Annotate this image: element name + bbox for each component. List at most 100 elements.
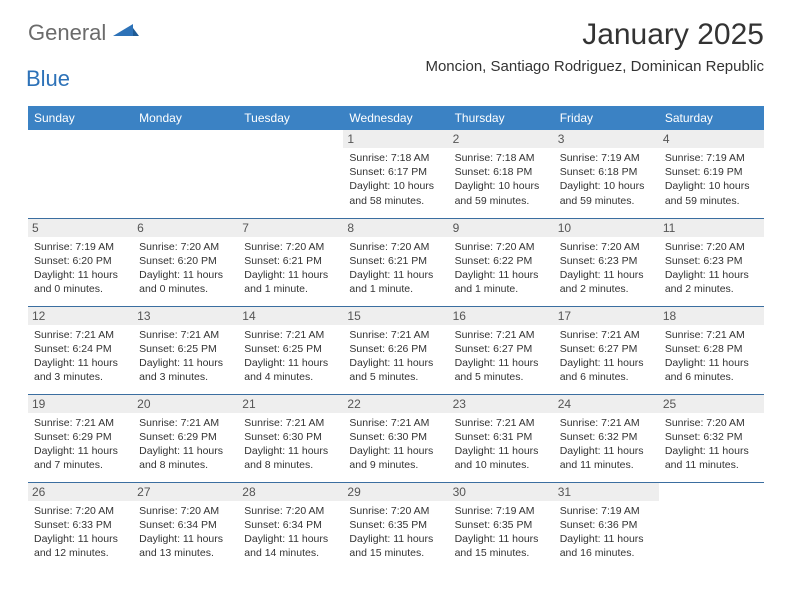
day-info: Sunrise: 7:20 AMSunset: 6:34 PMDaylight:… xyxy=(244,504,337,561)
calendar-day: 26 Sunrise: 7:20 AMSunset: 6:33 PMDayligh… xyxy=(28,482,133,570)
calendar-week: 12 Sunrise: 7:21 AMSunset: 6:24 PMDayligh… xyxy=(28,306,764,394)
calendar-week: 19 Sunrise: 7:21 AMSunset: 6:29 PMDayligh… xyxy=(28,394,764,482)
calendar-day: 12 Sunrise: 7:21 AMSunset: 6:24 PMDayligh… xyxy=(28,306,133,394)
day-number: 16 xyxy=(449,307,554,325)
day-number: 2 xyxy=(449,130,554,148)
calendar-day: 30 Sunrise: 7:19 AMSunset: 6:35 PMDayligh… xyxy=(449,482,554,570)
calendar-day: 13 Sunrise: 7:21 AMSunset: 6:25 PMDayligh… xyxy=(133,306,238,394)
day-info: Sunrise: 7:20 AMSunset: 6:23 PMDaylight:… xyxy=(665,240,758,297)
day-info: Sunrise: 7:21 AMSunset: 6:31 PMDaylight:… xyxy=(455,416,548,473)
day-info: Sunrise: 7:20 AMSunset: 6:20 PMDaylight:… xyxy=(139,240,232,297)
day-number: 21 xyxy=(238,395,343,413)
day-number: 25 xyxy=(659,395,764,413)
day-number: 22 xyxy=(343,395,448,413)
calendar-day: 19 Sunrise: 7:21 AMSunset: 6:29 PMDayligh… xyxy=(28,394,133,482)
calendar-week: 5Sunrise: 7:19 AMSunset: 6:20 PMDaylight… xyxy=(28,218,764,306)
day-info: Sunrise: 7:21 AMSunset: 6:25 PMDaylight:… xyxy=(139,328,232,385)
calendar-day: 2 Sunrise: 7:18 AMSunset: 6:18 PMDaylight… xyxy=(449,130,554,218)
calendar-week: 26 Sunrise: 7:20 AMSunset: 6:33 PMDayligh… xyxy=(28,482,764,570)
calendar-day xyxy=(28,130,133,218)
day-number: 26 xyxy=(28,483,133,501)
day-info: Sunrise: 7:20 AMSunset: 6:32 PMDaylight:… xyxy=(665,416,758,473)
calendar-day: 17 Sunrise: 7:21 AMSunset: 6:27 PMDayligh… xyxy=(554,306,659,394)
day-number: 17 xyxy=(554,307,659,325)
day-number: 12 xyxy=(28,307,133,325)
calendar-day: 21 Sunrise: 7:21 AMSunset: 6:30 PMDayligh… xyxy=(238,394,343,482)
day-info: Sunrise: 7:21 AMSunset: 6:29 PMDaylight:… xyxy=(139,416,232,473)
day-number: 19 xyxy=(28,395,133,413)
day-info: Sunrise: 7:19 AMSunset: 6:35 PMDaylight:… xyxy=(455,504,548,561)
calendar-day: 27 Sunrise: 7:20 AMSunset: 6:34 PMDayligh… xyxy=(133,482,238,570)
day-number xyxy=(133,130,238,148)
day-info: Sunrise: 7:21 AMSunset: 6:28 PMDaylight:… xyxy=(665,328,758,385)
day-info: Sunrise: 7:21 AMSunset: 6:29 PMDaylight:… xyxy=(34,416,127,473)
calendar-body: 1 Sunrise: 7:18 AMSunset: 6:17 PMDaylight… xyxy=(28,130,764,570)
day-number: 15 xyxy=(343,307,448,325)
day-number: 24 xyxy=(554,395,659,413)
day-info: Sunrise: 7:19 AMSunset: 6:36 PMDaylight:… xyxy=(560,504,653,561)
day-number: 20 xyxy=(133,395,238,413)
day-header: Thursday xyxy=(449,106,554,130)
day-info: Sunrise: 7:20 AMSunset: 6:21 PMDaylight:… xyxy=(244,240,337,297)
day-number xyxy=(238,130,343,148)
calendar-day: 8 Sunrise: 7:20 AMSunset: 6:21 PMDaylight… xyxy=(343,218,448,306)
calendar-day: 25 Sunrise: 7:20 AMSunset: 6:32 PMDayligh… xyxy=(659,394,764,482)
day-info: Sunrise: 7:20 AMSunset: 6:21 PMDaylight:… xyxy=(349,240,442,297)
day-info: Sunrise: 7:19 AMSunset: 6:18 PMDaylight:… xyxy=(560,151,653,208)
day-header: Friday xyxy=(554,106,659,130)
day-number: 8 xyxy=(343,219,448,237)
day-header: Saturday xyxy=(659,106,764,130)
day-info: Sunrise: 7:21 AMSunset: 6:25 PMDaylight:… xyxy=(244,328,337,385)
header: General Blue January 2025 Moncion, Santi… xyxy=(28,18,764,92)
calendar-day xyxy=(659,482,764,570)
logo-text-wrap: General Blue xyxy=(28,18,139,92)
day-number: 4 xyxy=(659,130,764,148)
day-info: Sunrise: 7:20 AMSunset: 6:35 PMDaylight:… xyxy=(349,504,442,561)
day-info: Sunrise: 7:20 AMSunset: 6:33 PMDaylight:… xyxy=(34,504,127,561)
calendar-day: 11Sunrise: 7:20 AMSunset: 6:23 PMDayligh… xyxy=(659,218,764,306)
day-info: Sunrise: 7:18 AMSunset: 6:17 PMDaylight:… xyxy=(349,151,442,208)
day-header-row: SundayMondayTuesdayWednesdayThursdayFrid… xyxy=(28,106,764,130)
day-info: Sunrise: 7:21 AMSunset: 6:24 PMDaylight:… xyxy=(34,328,127,385)
day-header: Wednesday xyxy=(343,106,448,130)
day-info: Sunrise: 7:19 AMSunset: 6:19 PMDaylight:… xyxy=(665,151,758,208)
day-info: Sunrise: 7:21 AMSunset: 6:30 PMDaylight:… xyxy=(244,416,337,473)
day-info: Sunrise: 7:21 AMSunset: 6:32 PMDaylight:… xyxy=(560,416,653,473)
day-header: Tuesday xyxy=(238,106,343,130)
day-number: 9 xyxy=(449,219,554,237)
day-number: 6 xyxy=(133,219,238,237)
calendar-day: 16 Sunrise: 7:21 AMSunset: 6:27 PMDayligh… xyxy=(449,306,554,394)
logo-mark-icon xyxy=(113,22,139,45)
calendar-day: 23Sunrise: 7:21 AMSunset: 6:31 PMDayligh… xyxy=(449,394,554,482)
day-number: 18 xyxy=(659,307,764,325)
day-number: 3 xyxy=(554,130,659,148)
day-number xyxy=(659,483,764,501)
calendar-day: 10Sunrise: 7:20 AMSunset: 6:23 PMDayligh… xyxy=(554,218,659,306)
day-number: 1 xyxy=(343,130,448,148)
day-info: Sunrise: 7:20 AMSunset: 6:22 PMDaylight:… xyxy=(455,240,548,297)
logo-word2: Blue xyxy=(26,66,139,92)
day-number: 13 xyxy=(133,307,238,325)
calendar-day: 18 Sunrise: 7:21 AMSunset: 6:28 PMDayligh… xyxy=(659,306,764,394)
day-number: 28 xyxy=(238,483,343,501)
day-info: Sunrise: 7:20 AMSunset: 6:23 PMDaylight:… xyxy=(560,240,653,297)
calendar-day: 5Sunrise: 7:19 AMSunset: 6:20 PMDaylight… xyxy=(28,218,133,306)
day-number: 30 xyxy=(449,483,554,501)
calendar-day: 29 Sunrise: 7:20 AMSunset: 6:35 PMDayligh… xyxy=(343,482,448,570)
day-number: 31 xyxy=(554,483,659,501)
day-info: Sunrise: 7:21 AMSunset: 6:27 PMDaylight:… xyxy=(455,328,548,385)
calendar-day: 4 Sunrise: 7:19 AMSunset: 6:19 PMDaylight… xyxy=(659,130,764,218)
day-number: 5 xyxy=(28,219,133,237)
calendar-day: 14Sunrise: 7:21 AMSunset: 6:25 PMDayligh… xyxy=(238,306,343,394)
day-info: Sunrise: 7:18 AMSunset: 6:18 PMDaylight:… xyxy=(455,151,548,208)
day-info: Sunrise: 7:20 AMSunset: 6:34 PMDaylight:… xyxy=(139,504,232,561)
day-number: 29 xyxy=(343,483,448,501)
day-info: Sunrise: 7:21 AMSunset: 6:27 PMDaylight:… xyxy=(560,328,653,385)
logo: General Blue xyxy=(28,18,139,92)
month-title: January 2025 xyxy=(425,18,764,52)
calendar-day: 22 Sunrise: 7:21 AMSunset: 6:30 PMDayligh… xyxy=(343,394,448,482)
day-info: Sunrise: 7:21 AMSunset: 6:30 PMDaylight:… xyxy=(349,416,442,473)
calendar-day: 6 Sunrise: 7:20 AMSunset: 6:20 PMDaylight… xyxy=(133,218,238,306)
day-header: Monday xyxy=(133,106,238,130)
day-number: 27 xyxy=(133,483,238,501)
